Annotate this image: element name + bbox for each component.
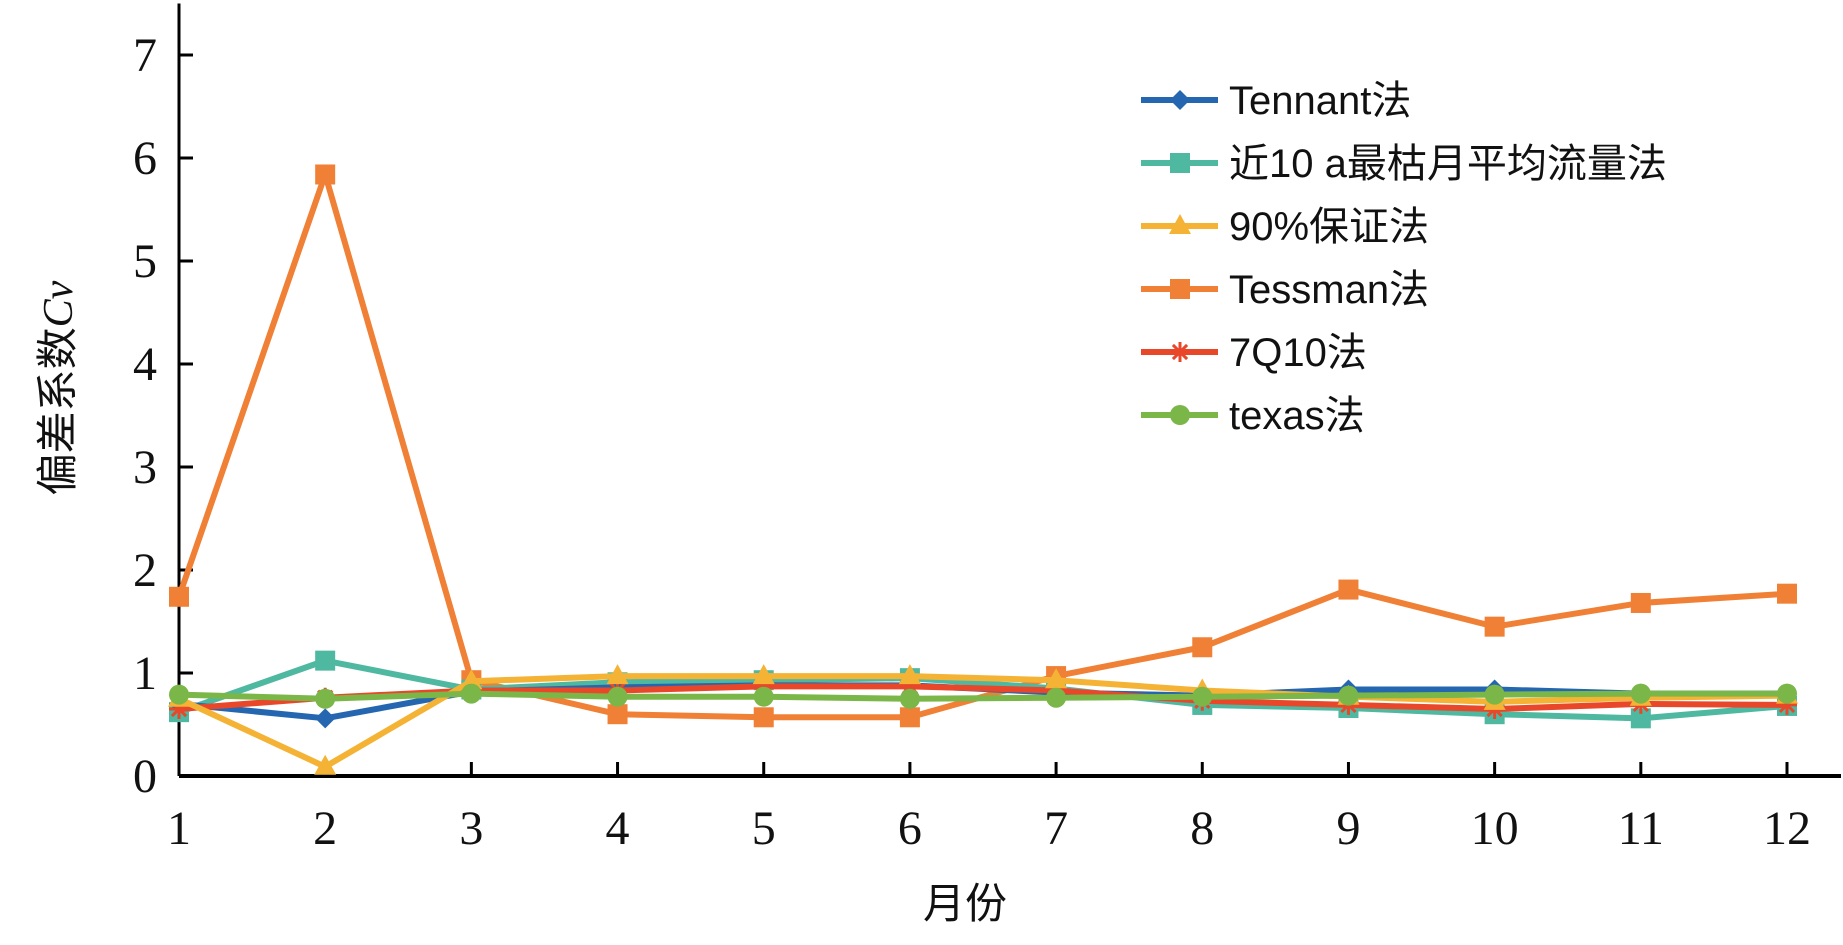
legend-marker: [1170, 342, 1190, 362]
data-point: [169, 586, 189, 607]
data-point: [1630, 683, 1651, 704]
data-point: [1192, 686, 1213, 707]
series-group: [168, 164, 1798, 775]
series-line: [178, 657, 1788, 722]
legend-label: 近10 a最枯月平均流量法: [1229, 142, 1667, 186]
x-tick-label: 3: [459, 802, 483, 855]
data-point: [315, 650, 336, 671]
y-tick-label: 5: [133, 235, 157, 288]
x-tick-label: 9: [1336, 802, 1360, 855]
data-point: [169, 699, 189, 720]
x-tick-label: 12: [1763, 802, 1811, 855]
data-point: [607, 686, 628, 707]
legend-marker: [1170, 405, 1190, 425]
data-point: [1630, 592, 1651, 613]
data-point: [606, 664, 629, 685]
x-tick-label: 5: [752, 802, 776, 855]
legend-marker: [1170, 153, 1190, 173]
x-tick-label: 11: [1618, 802, 1664, 855]
x-axis-title: 月份: [923, 879, 1007, 928]
data-point: [1046, 687, 1067, 708]
legend-item: 90%保证法: [1141, 205, 1429, 249]
data-point: [315, 164, 336, 185]
legend-marker: [1170, 90, 1190, 110]
data-point: [899, 688, 920, 709]
data-point: [753, 707, 774, 728]
data-point: [753, 686, 774, 707]
legend-item: Tessman法: [1141, 268, 1429, 312]
legend-label: texas法: [1229, 394, 1365, 438]
data-point: [899, 676, 920, 697]
data-point: [1484, 616, 1505, 637]
x-tick-label: 8: [1190, 802, 1214, 855]
data-point: [460, 669, 483, 690]
legend-marker: [1170, 279, 1190, 299]
data-point: [315, 708, 336, 729]
data-point: [169, 684, 189, 705]
data-point: [899, 707, 920, 728]
data-point: [753, 676, 774, 697]
x-tick-label: 6: [898, 802, 922, 855]
legend-item: 近10 a最枯月平均流量法: [1141, 142, 1667, 186]
legend-label: 90%保证法: [1229, 205, 1429, 249]
y-tick-label: 6: [133, 132, 157, 185]
x-tick-label: 10: [1471, 802, 1519, 855]
x-tick-label: 1: [167, 802, 191, 855]
legend-label: 7Q10法: [1229, 331, 1367, 375]
legend-item: 7Q10法: [1141, 331, 1367, 375]
y-tick-label: 7: [133, 29, 157, 82]
data-point: [1338, 579, 1359, 600]
legend-item: Tennant法: [1141, 79, 1411, 123]
x-tick-label: 2: [313, 802, 337, 855]
y-tick-label: 4: [133, 338, 157, 391]
series-line: [176, 171, 1788, 721]
data-point: [315, 688, 336, 709]
legend-label: Tessman法: [1229, 268, 1429, 312]
data-point: [607, 704, 628, 725]
legend-item: texas法: [1141, 394, 1365, 438]
data-point: [314, 754, 337, 775]
y-axis-title-symbol: Cv: [36, 280, 82, 327]
data-point: [1777, 683, 1797, 704]
series-4: [169, 164, 1797, 728]
y-axis-title: 偏差系数Cv: [33, 280, 82, 495]
series-line: [178, 690, 1787, 702]
data-point: [752, 664, 775, 685]
data-point: [898, 664, 921, 685]
x-tick-label: 4: [606, 802, 630, 855]
data-point: [1777, 694, 1797, 715]
data-point: [1777, 583, 1797, 604]
data-point: [1338, 685, 1359, 706]
legend-marker: [1169, 214, 1191, 234]
y-axis-title-text: 偏差系数: [33, 327, 82, 495]
legend-label: Tennant法: [1229, 79, 1411, 123]
y-tick-label: 2: [133, 544, 157, 597]
y-tick-label: 3: [133, 441, 157, 494]
data-point: [461, 683, 482, 704]
series-6: [169, 683, 1797, 709]
y-tick-label: 0: [133, 750, 157, 803]
data-point: [1192, 637, 1213, 658]
data-point: [1484, 684, 1505, 705]
data-point: [1630, 708, 1651, 729]
x-tick-label: 7: [1044, 802, 1068, 855]
data-point: [1045, 668, 1068, 689]
y-tick-label: 1: [133, 647, 157, 700]
